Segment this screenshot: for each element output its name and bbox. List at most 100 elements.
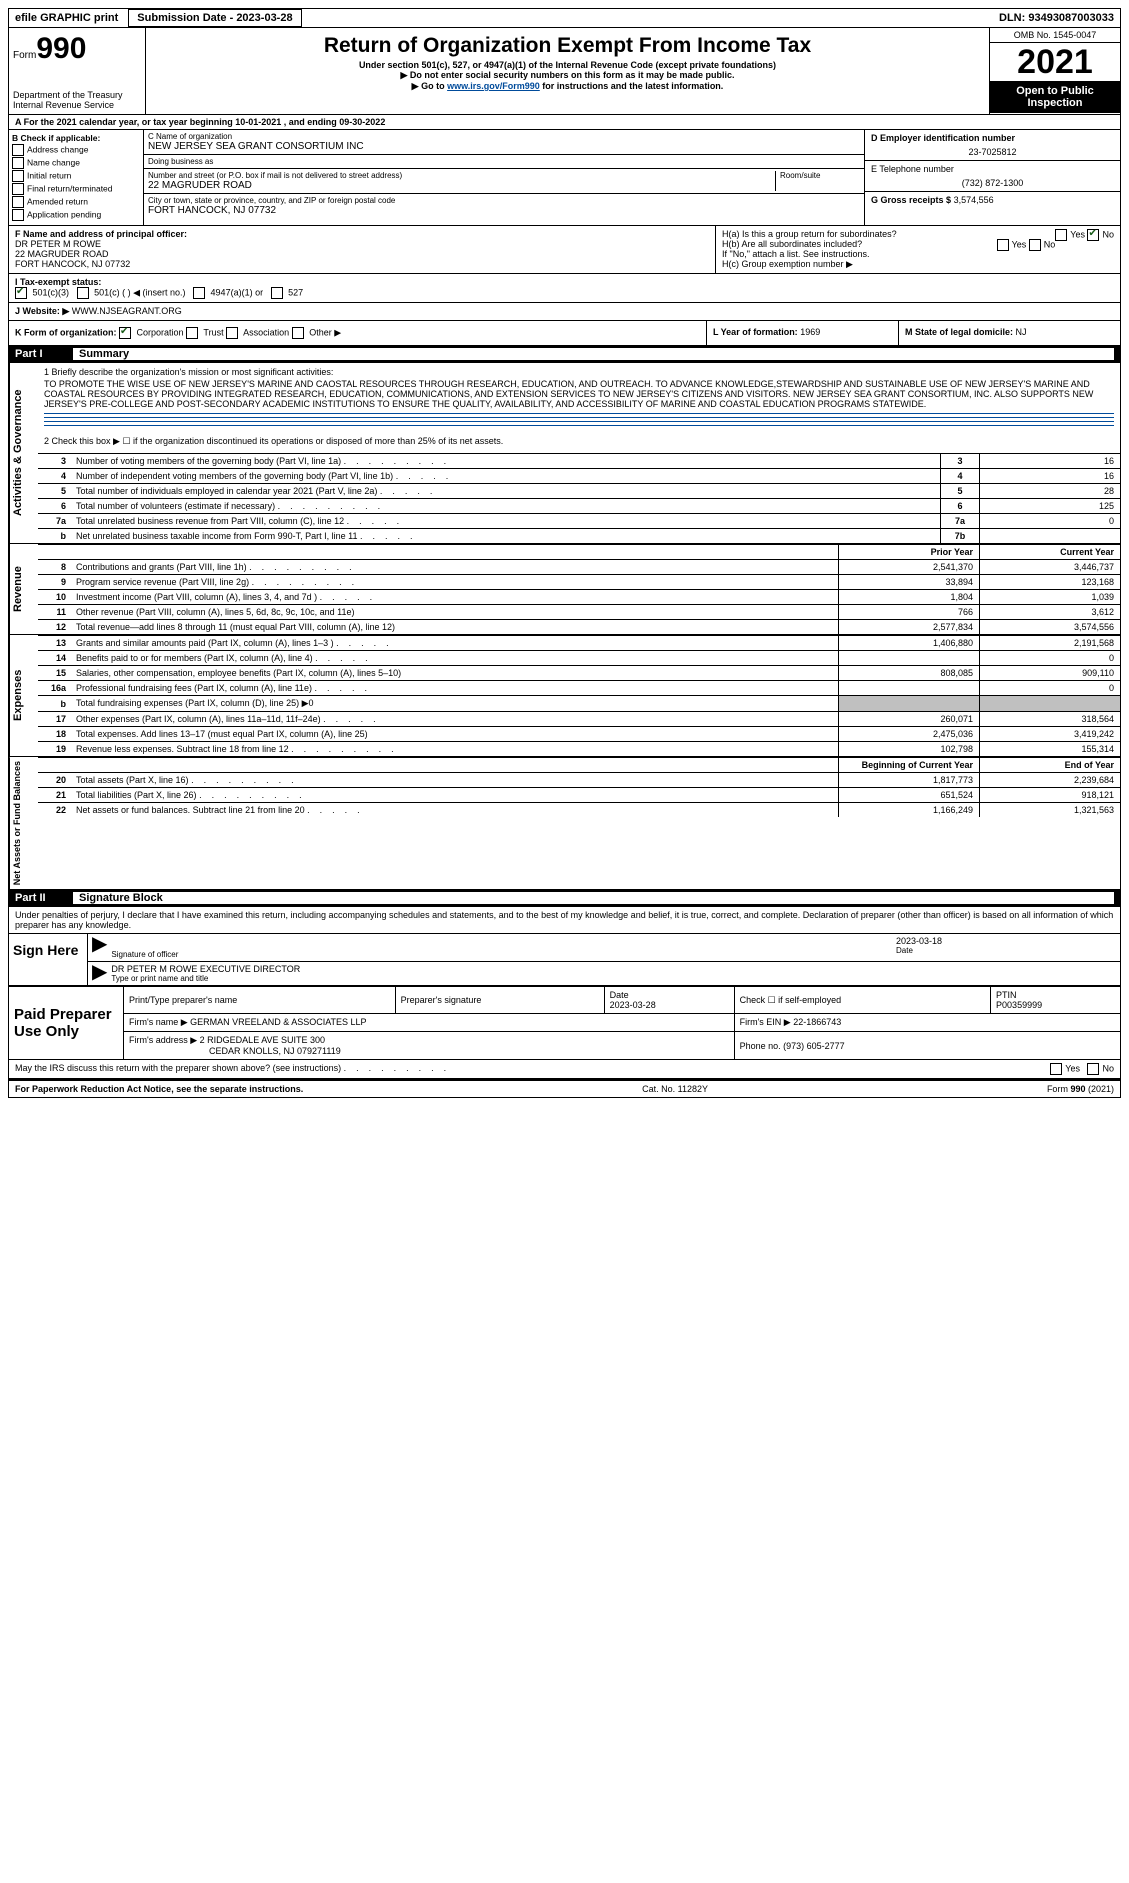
- lineno: 14: [38, 651, 72, 666]
- current: 1,039: [980, 590, 1121, 605]
- box-i: I Tax-exempt status: 501(c)(3) 501(c) ( …: [9, 274, 1120, 302]
- box-c: C Name of organization NEW JERSEY SEA GR…: [144, 130, 864, 225]
- boxno: 7a: [941, 514, 980, 529]
- chk-501c3[interactable]: [15, 287, 27, 299]
- officer-name-val: DR PETER M ROWE EXECUTIVE DIRECTOR: [111, 964, 1116, 974]
- prep-date-cell: Date2023-03-28: [604, 987, 734, 1014]
- hb-label: H(b) Are all subordinates included?: [722, 239, 862, 249]
- desc: Total unrelated business revenue from Pa…: [72, 514, 941, 529]
- opt-trust: Trust: [203, 327, 223, 337]
- sig-date-field: 2023-03-18 Date: [896, 936, 1116, 959]
- lineno: 3: [38, 454, 72, 469]
- chk-initial-return[interactable]: Initial return: [12, 170, 140, 182]
- sig-officer-label: Signature of officer: [111, 950, 896, 959]
- firm-name-val: GERMAN VREELAND & ASSOCIATES LLP: [190, 1017, 366, 1027]
- firm-addr-label: Firm's address ▶: [129, 1035, 197, 1045]
- current: 2,191,568: [980, 636, 1121, 651]
- chk-corp[interactable]: [119, 327, 131, 339]
- chk-name-change[interactable]: Name change: [12, 157, 140, 169]
- dba-label: Doing business as: [148, 157, 860, 166]
- prep-selfemp: Check ☐ if self-employed: [734, 987, 990, 1014]
- sign-here-label: Sign Here: [9, 934, 88, 985]
- gross-val: 3,574,556: [954, 195, 994, 205]
- box-b-title: B Check if applicable:: [12, 133, 140, 143]
- chk-final-return[interactable]: Final return/terminated: [12, 183, 140, 195]
- current: 0: [980, 681, 1121, 696]
- lineno: 22: [38, 803, 72, 818]
- opt-501c3: 501(c)(3): [33, 287, 70, 297]
- entity-block: B Check if applicable: Address change Na…: [8, 130, 1121, 226]
- vert-nab: Net Assets or Fund Balances: [9, 757, 38, 889]
- chk-trust[interactable]: [186, 327, 198, 339]
- firm-ein-label: Firm's EIN ▶: [740, 1017, 791, 1027]
- desc: Total revenue—add lines 8 through 11 (mu…: [72, 620, 839, 635]
- city-cell: City or town, state or province, country…: [144, 194, 864, 218]
- lineno: 11: [38, 605, 72, 620]
- chk-address-change[interactable]: Address change: [12, 144, 140, 156]
- current-grey: [980, 696, 1121, 712]
- val: 28: [980, 484, 1121, 499]
- box-j: J Website: ▶ WWW.NJSEAGRANT.ORG: [9, 303, 1120, 320]
- footer-right: Form 990 (2021): [1047, 1084, 1114, 1094]
- j-row: J Website: ▶ WWW.NJSEAGRANT.ORG: [8, 303, 1121, 321]
- officer-name: DR PETER M ROWE: [15, 239, 709, 249]
- sig-officer-line: ▶ Signature of officer 2023-03-18 Date: [88, 934, 1120, 962]
- current: 3,419,242: [980, 727, 1121, 742]
- desc: Number of voting members of the governin…: [72, 454, 941, 469]
- table-row: 14Benefits paid to or for members (Part …: [38, 651, 1120, 666]
- box-f: F Name and address of principal officer:…: [9, 226, 716, 273]
- header-mid: Return of Organization Exempt From Incom…: [146, 28, 989, 114]
- ha-row: H(a) Is this a group return for subordin…: [722, 229, 1114, 239]
- table-row: 5Total number of individuals employed in…: [38, 484, 1120, 499]
- no-label: No: [1044, 239, 1056, 249]
- chk-amended-return[interactable]: Amended return: [12, 196, 140, 208]
- year-footer: 2021: [1091, 1084, 1111, 1094]
- mission-text: TO PROMOTE THE WISE USE OF NEW JERSEY'S …: [44, 379, 1114, 409]
- desc: Revenue less expenses. Subtract line 18 …: [72, 742, 839, 757]
- chk-4947[interactable]: [193, 287, 205, 299]
- prep-date-val: 2023-03-28: [610, 1000, 656, 1010]
- part2-no: Part II: [15, 892, 73, 904]
- form-number: Form990: [13, 32, 141, 66]
- chk-discuss-yes[interactable]: [1050, 1063, 1062, 1075]
- val: 0: [980, 514, 1121, 529]
- chk-assoc[interactable]: [226, 327, 238, 339]
- lineno: 4: [38, 469, 72, 484]
- ein-cell: D Employer identification number 23-7025…: [865, 130, 1120, 161]
- lineno: 17: [38, 712, 72, 727]
- preparer-table: Paid Preparer Use Only Print/Type prepar…: [8, 986, 1121, 1060]
- chk-discuss-no[interactable]: [1087, 1063, 1099, 1075]
- chk-app-pending[interactable]: Application pending: [12, 209, 140, 221]
- sign-here-row: Sign Here ▶ Signature of officer 2023-03…: [9, 933, 1120, 985]
- firm-addr1: 2 RIDGEDALE AVE SUITE 300: [200, 1035, 325, 1045]
- header-right: OMB No. 1545-0047 2021 Open to Public In…: [989, 28, 1120, 114]
- table-row: bTotal fundraising expenses (Part IX, co…: [38, 696, 1120, 712]
- boxno: 4: [941, 469, 980, 484]
- chk-label: Address change: [27, 144, 88, 154]
- boxno: 6: [941, 499, 980, 514]
- part1-header: Part I Summary: [8, 346, 1121, 363]
- chk-527[interactable]: [271, 287, 283, 299]
- chk-501c[interactable]: [77, 287, 89, 299]
- org-name-cell: C Name of organization NEW JERSEY SEA GR…: [144, 130, 864, 155]
- opt-4947: 4947(a)(1) or: [211, 287, 264, 297]
- chk-other[interactable]: [292, 327, 304, 339]
- desc: Benefits paid to or for members (Part IX…: [72, 651, 839, 666]
- current: 123,168: [980, 575, 1121, 590]
- submission-date-button[interactable]: Submission Date - 2023-03-28: [128, 9, 301, 27]
- box-de: D Employer identification number 23-7025…: [864, 130, 1120, 225]
- sig-officer-field[interactable]: Signature of officer: [111, 936, 896, 959]
- box-h: H(a) Is this a group return for subordin…: [716, 226, 1120, 273]
- desc: Professional fundraising fees (Part IX, …: [72, 681, 839, 696]
- ij-row: I Tax-exempt status: 501(c)(3) 501(c) ( …: [8, 274, 1121, 303]
- l-val: 1969: [800, 327, 820, 337]
- desc: Total fundraising expenses (Part IX, col…: [72, 696, 839, 712]
- lineno: b: [38, 529, 72, 544]
- current: 318,564: [980, 712, 1121, 727]
- lineno: 6: [38, 499, 72, 514]
- opt-corp: Corporation: [137, 327, 184, 337]
- form990-link[interactable]: www.irs.gov/Form990: [447, 81, 540, 91]
- form-header: Form990 Department of the Treasury Inter…: [8, 28, 1121, 115]
- form-no: 990: [36, 32, 86, 65]
- prior: [839, 651, 980, 666]
